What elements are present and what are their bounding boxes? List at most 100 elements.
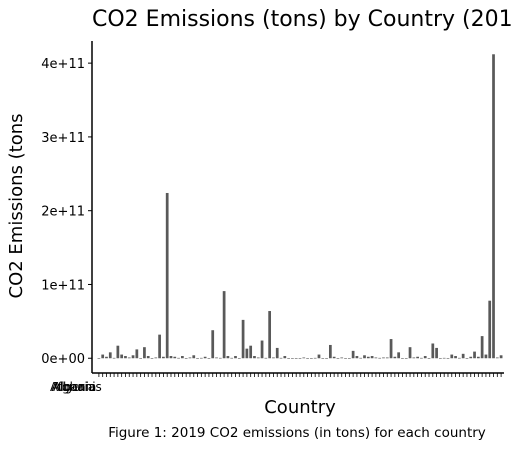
bar [283, 356, 287, 359]
y-axis-ticks: 0e+00 1e+11 2e+11 3e+11 4e+11 [41, 57, 92, 367]
bar [476, 356, 480, 359]
bar [423, 356, 427, 359]
bar [499, 355, 503, 359]
bar [450, 354, 454, 359]
bar [347, 358, 351, 359]
bar [495, 357, 499, 359]
bar [275, 347, 279, 359]
bar [264, 357, 268, 359]
bar [435, 347, 438, 359]
bar [188, 357, 192, 359]
bar [328, 344, 332, 359]
bar [351, 350, 355, 359]
bar [226, 356, 230, 359]
bar [207, 358, 211, 359]
bar [230, 357, 234, 359]
bar [408, 347, 412, 359]
bar [325, 358, 328, 359]
bar [162, 356, 165, 359]
bar [105, 356, 108, 359]
x-axis-ticks [98, 373, 502, 377]
bar [116, 345, 120, 359]
bar [382, 357, 385, 359]
bar [234, 356, 237, 359]
bar [158, 334, 161, 359]
bar [442, 357, 446, 359]
bar [363, 355, 366, 359]
bar [256, 357, 260, 359]
bar [215, 357, 218, 359]
bar [203, 356, 207, 359]
bar [143, 347, 146, 359]
y-tick-label: 2e+11 [41, 205, 85, 220]
bar [211, 330, 215, 359]
bar [313, 357, 317, 359]
bar [279, 357, 283, 359]
bar [397, 352, 401, 359]
bar [378, 357, 382, 359]
bar [120, 354, 124, 359]
bar [298, 358, 302, 359]
bar [192, 355, 196, 359]
bar [101, 354, 105, 359]
bar [218, 357, 222, 359]
bar [249, 345, 253, 359]
bar [321, 358, 325, 359]
bar [366, 356, 370, 359]
x-tick-label: Algeria [53, 380, 95, 394]
y-tick-label: 3e+11 [41, 131, 85, 146]
bar [458, 357, 461, 359]
bar [139, 358, 142, 359]
y-tick-label: 1e+11 [41, 278, 85, 293]
bar [446, 358, 450, 359]
x-tick-label: Albania [52, 380, 97, 394]
bar [287, 358, 290, 359]
bar [401, 358, 404, 359]
bar [108, 352, 112, 359]
bar [127, 357, 131, 359]
y-tick-label: 4e+11 [41, 57, 85, 72]
bar [336, 358, 340, 359]
bar [317, 354, 321, 359]
y-axis-title: CO2 Emissions (tons [6, 114, 27, 299]
bar [177, 357, 180, 359]
bar [389, 339, 393, 359]
bar [169, 356, 173, 359]
bar [370, 356, 374, 359]
bar [310, 358, 313, 359]
bar [173, 356, 177, 359]
bar [480, 336, 484, 359]
bar [237, 358, 241, 359]
x-tick-label: Afghanis [50, 380, 102, 394]
bar [294, 358, 298, 359]
bar [272, 357, 275, 359]
bar [97, 358, 101, 359]
bar [454, 356, 457, 359]
bar [484, 354, 488, 359]
bar [184, 358, 188, 359]
bar [253, 356, 256, 359]
bar [146, 356, 150, 359]
bar [469, 356, 473, 359]
bar [131, 355, 135, 359]
bar [332, 356, 336, 359]
bar [439, 358, 442, 359]
bar [344, 358, 347, 359]
bar [374, 357, 378, 359]
bar [385, 357, 389, 359]
chart-title: CO2 Emissions (tons) by Country (201 [92, 7, 513, 32]
bar [291, 358, 294, 359]
figure-caption: Figure 1: 2019 CO2 emissions (in tons) f… [108, 425, 486, 441]
bar [268, 311, 272, 359]
bar [416, 356, 419, 359]
bar [473, 351, 476, 359]
bar [135, 349, 139, 359]
bar [154, 357, 158, 359]
bar [412, 357, 416, 359]
bar [196, 358, 199, 359]
bar [199, 357, 203, 359]
y-tick-label: 0e+00 [41, 352, 85, 367]
bar [488, 300, 492, 359]
